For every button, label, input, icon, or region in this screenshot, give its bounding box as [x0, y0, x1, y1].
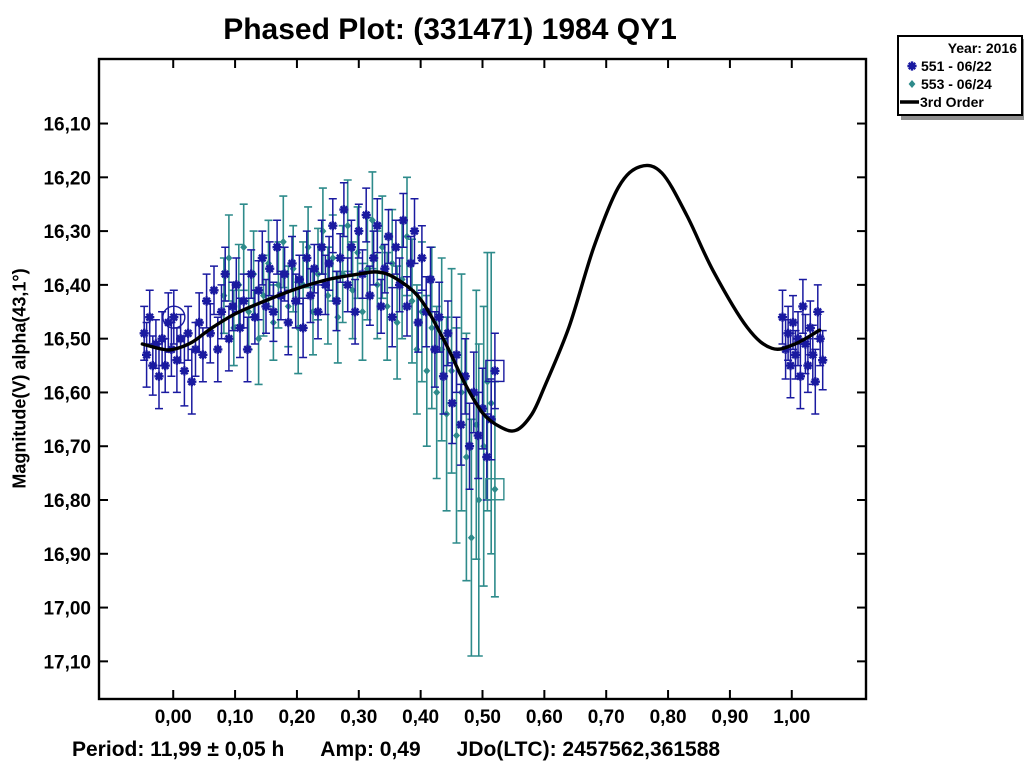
axis-ticks: [99, 59, 866, 699]
y-tick-label: 16,70: [43, 437, 91, 458]
x-tick-label: 0,30: [340, 707, 377, 728]
y-tick-label: 17,10: [43, 652, 91, 673]
x-tick-label: 0,90: [711, 707, 748, 728]
legend-item-label: 553 - 06/24: [921, 76, 992, 92]
x-tick-label: 0,10: [217, 707, 254, 728]
x-tick-label: 0,60: [526, 707, 563, 728]
circled-point: [162, 305, 186, 329]
x-tick-label: 1,00: [773, 707, 810, 728]
legend: Year: 2016 551 - 06/22 553 - 06/24: [897, 35, 1023, 116]
series-551-points: [139, 205, 828, 462]
diamond-marker-icon: [903, 77, 921, 91]
y-tick-label: 16,60: [43, 383, 91, 404]
y-tick-label: 16,20: [43, 168, 91, 189]
y-tick-label: 16,30: [43, 222, 91, 243]
x-tick-labels: 0,00 0,10 0,20 0,30 0,40 0,50 0,60 0,70 0,80 0,90…: [155, 707, 811, 728]
period-value: Period: 11,99 ± 0,05 h: [72, 738, 285, 761]
x-tick-label: 0,80: [650, 707, 687, 728]
chart-title: Phased Plot: (331471) 1984 QY1: [223, 13, 677, 46]
y-tick-label: 16,40: [43, 276, 91, 297]
squared-point: [485, 478, 505, 501]
x-tick-label: 0,50: [464, 707, 501, 728]
legend-item-553: 553 - 06/24: [903, 75, 1017, 93]
y-tick-label: 16,80: [43, 491, 91, 512]
highlights: [162, 305, 505, 501]
y-tick-label: 16,50: [43, 330, 91, 351]
y-tick-label: 16,10: [43, 115, 91, 136]
legend-year: Year: 2016: [903, 39, 1017, 57]
x-tick-label: 0,40: [402, 707, 439, 728]
x-tick-label: 0,70: [588, 707, 625, 728]
jd0-value: JDo(LTC): 2457562,361588: [456, 738, 721, 761]
y-tick-labels: 16,10 16,20 16,30 16,40 16,50 16,60 16,70 16,80…: [43, 115, 91, 674]
footer-stats: Period: 11,99 ± 0,05 h Amp: 0,49 JDo(LTC…: [72, 738, 720, 762]
legend-item-label: 3rd Order: [920, 94, 984, 110]
y-tick-label: 16,90: [43, 545, 91, 566]
asterisk-marker-icon: [903, 59, 921, 73]
amplitude-value: Amp: 0,49: [320, 738, 421, 761]
line-marker-icon: [900, 96, 920, 108]
x-tick-label: 0,00: [155, 707, 192, 728]
legend-item-551: 551 - 06/22: [903, 57, 1017, 75]
x-tick-label: 0,20: [278, 707, 315, 728]
squared-point: [485, 359, 505, 383]
legend-item-label: 551 - 06/22: [921, 58, 992, 74]
legend-item-fit: 3rd Order: [900, 93, 1017, 111]
y-tick-label: 17,00: [43, 599, 91, 620]
fit-curve: [140, 163, 822, 433]
legend-year-label: Year: 2016: [947, 40, 1017, 56]
